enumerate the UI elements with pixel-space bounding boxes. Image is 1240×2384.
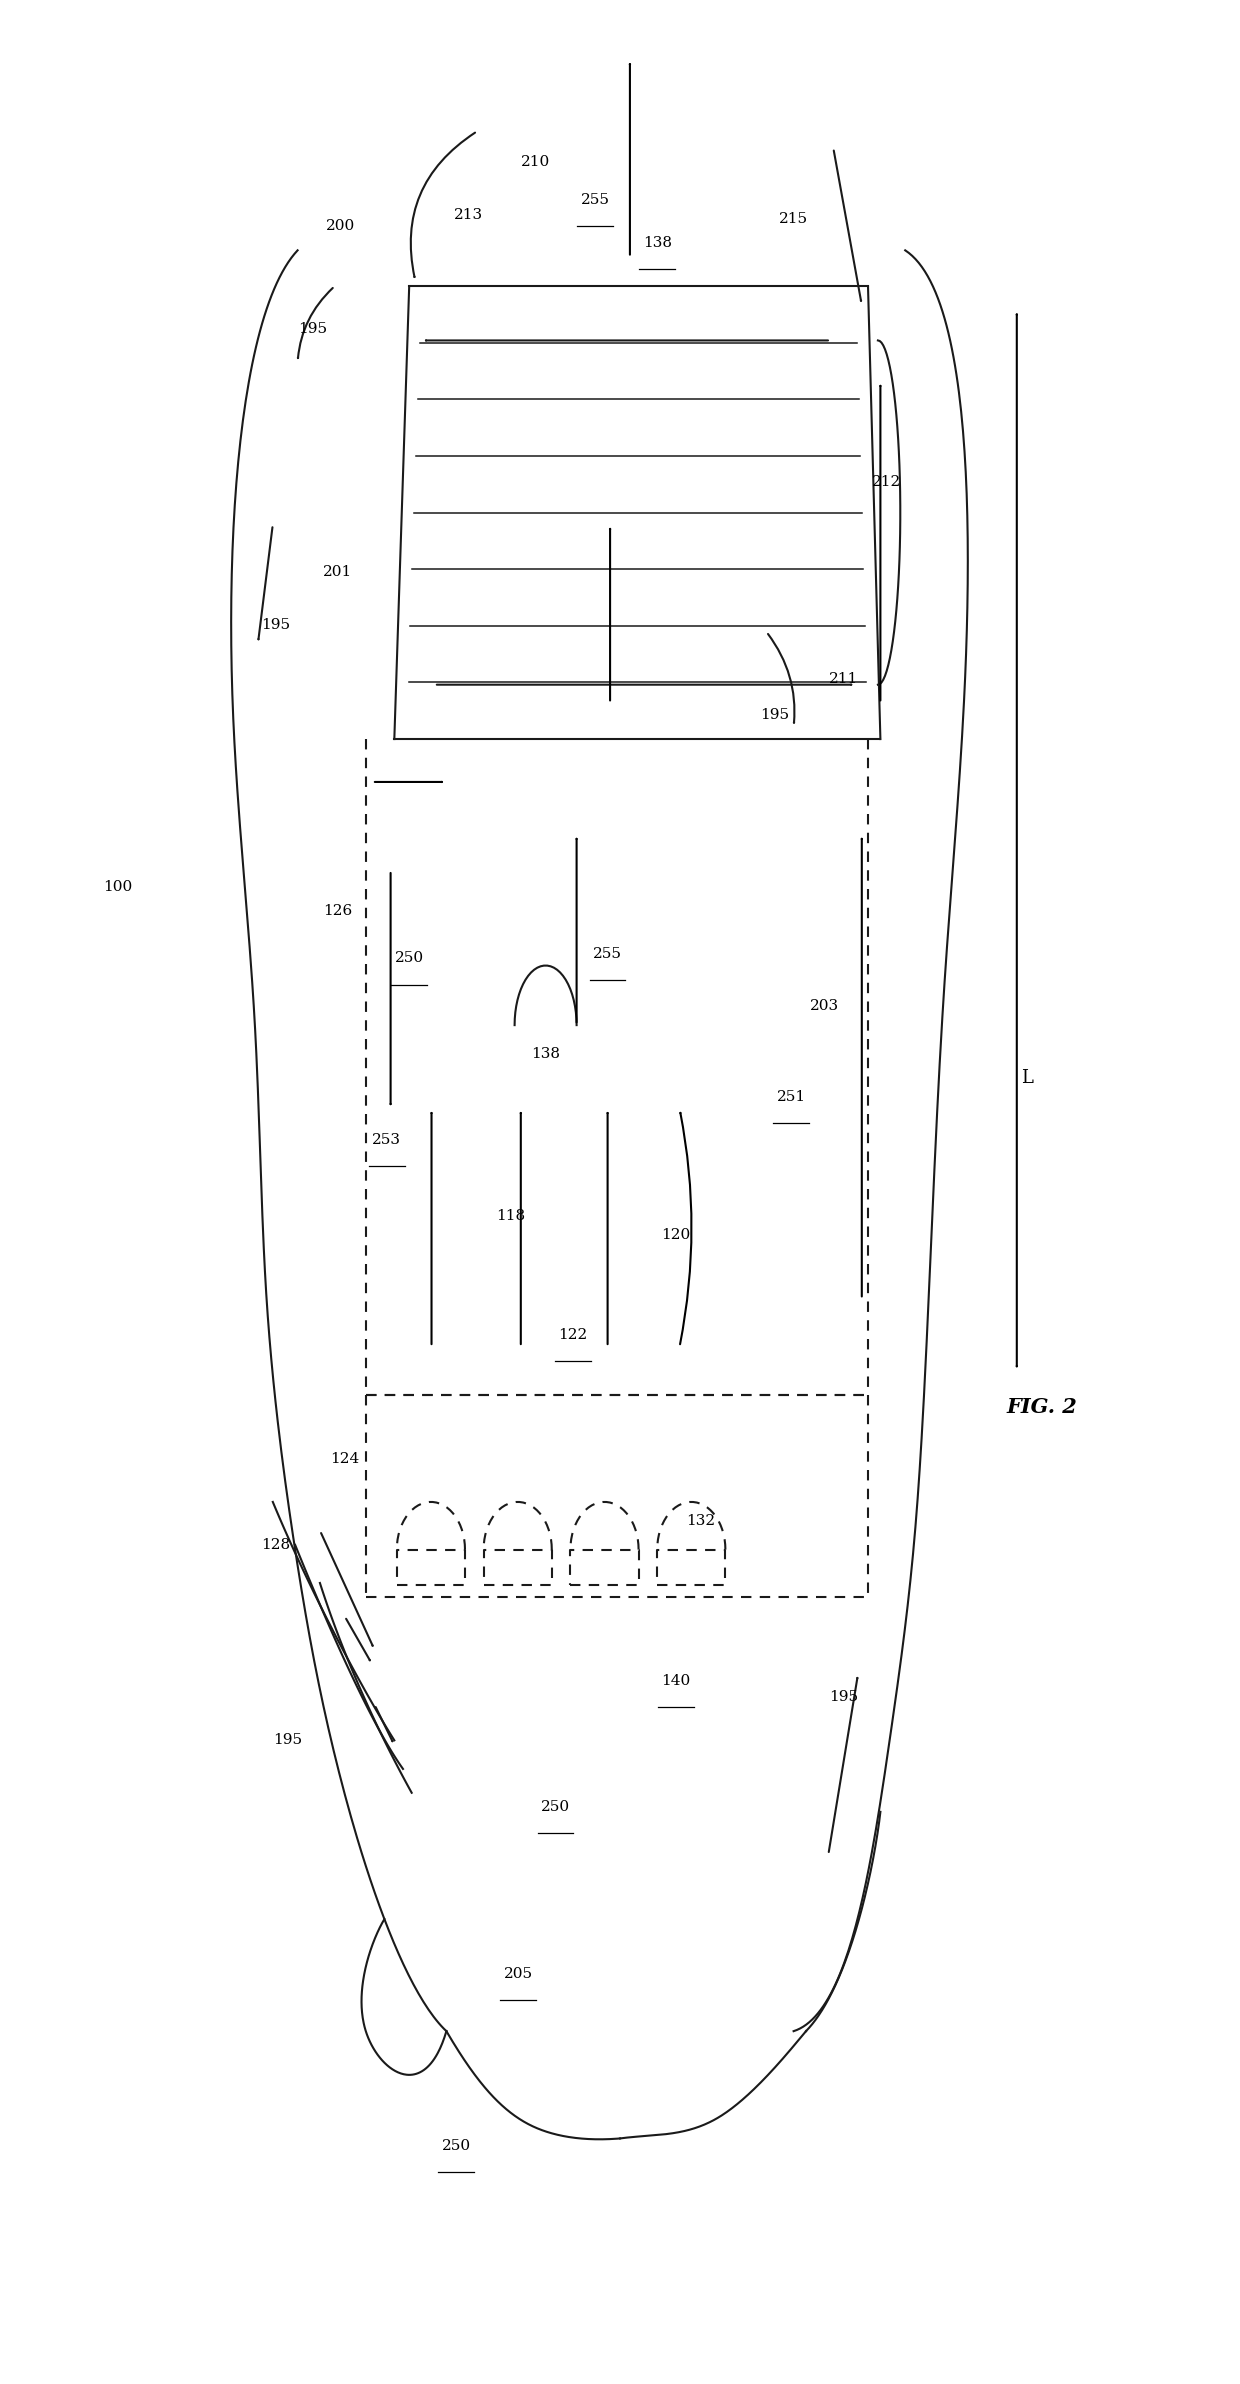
Text: 118: 118 <box>496 1209 526 1223</box>
Text: 195: 195 <box>298 322 327 336</box>
Text: 128: 128 <box>260 1538 290 1552</box>
Text: 140: 140 <box>661 1674 691 1688</box>
Text: 195: 195 <box>760 708 790 722</box>
Text: 205: 205 <box>503 1967 533 1981</box>
Text: FIG. 2: FIG. 2 <box>1006 1397 1078 1416</box>
Text: 200: 200 <box>326 219 356 234</box>
Text: 195: 195 <box>260 617 290 632</box>
Text: 132: 132 <box>686 1514 715 1528</box>
Text: 138: 138 <box>531 1047 560 1061</box>
Text: 212: 212 <box>872 474 901 489</box>
Text: L: L <box>1021 1068 1033 1087</box>
Text: 255: 255 <box>593 946 622 961</box>
Text: 100: 100 <box>103 880 133 894</box>
Text: 126: 126 <box>322 904 352 918</box>
Text: 120: 120 <box>661 1228 691 1242</box>
Text: 124: 124 <box>330 1452 360 1466</box>
Text: 251: 251 <box>776 1089 806 1104</box>
Text: 250: 250 <box>394 951 424 966</box>
Text: 250: 250 <box>541 1800 570 1814</box>
Text: 138: 138 <box>642 236 672 250</box>
Text: 211: 211 <box>828 672 858 687</box>
Text: 215: 215 <box>779 212 808 226</box>
Text: 122: 122 <box>558 1328 588 1342</box>
Text: 253: 253 <box>372 1132 402 1147</box>
Text: 195: 195 <box>273 1733 303 1747</box>
Text: 201: 201 <box>322 565 352 579</box>
Text: 195: 195 <box>828 1690 858 1705</box>
Text: 210: 210 <box>521 155 551 169</box>
Text: 203: 203 <box>810 999 839 1013</box>
Text: 250: 250 <box>441 2138 471 2153</box>
Text: 255: 255 <box>580 193 610 207</box>
Text: 213: 213 <box>454 207 484 222</box>
